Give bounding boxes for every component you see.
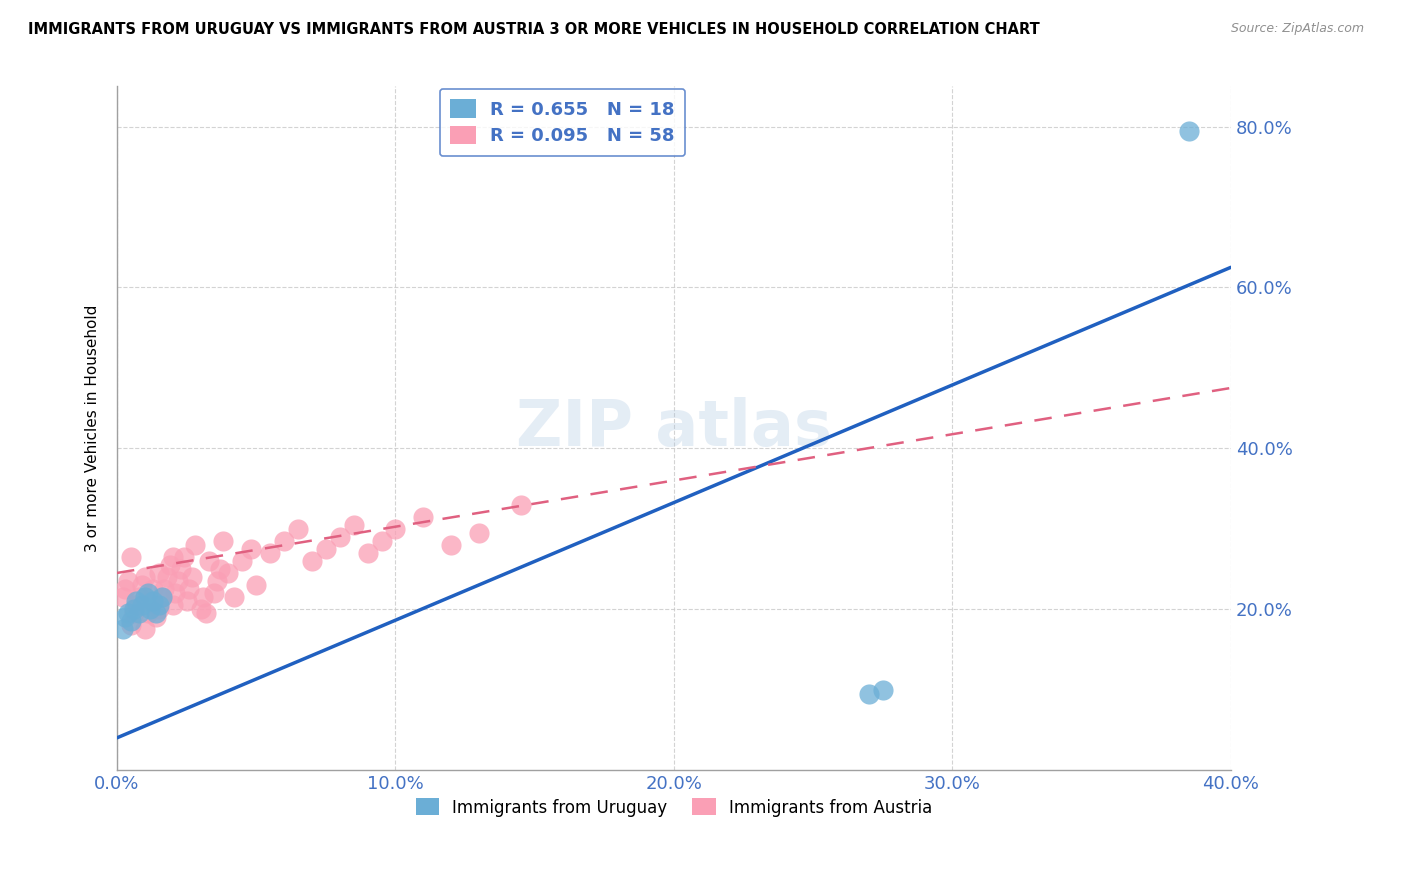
Point [142,582,165,596]
Point [179,582,201,596]
Point [159,558,181,572]
Point [176,594,198,608]
Point [162,549,184,564]
Point [125,594,148,608]
Point [211,533,233,548]
Point [145,606,167,620]
Point [136,606,159,620]
Point [259,546,281,560]
Point [858,687,880,701]
Point [287,522,309,536]
Point [165,586,187,600]
Point [315,541,337,556]
Point [136,586,159,600]
Point [117,574,139,588]
Point [440,538,463,552]
Point [153,582,176,596]
Point [205,574,228,588]
Point [208,562,231,576]
Point [204,586,226,600]
Point [120,614,142,628]
Point [111,590,134,604]
Point [128,606,150,620]
Point [150,590,173,604]
Point [139,602,162,616]
Point [162,598,184,612]
Text: Source: ZipAtlas.com: Source: ZipAtlas.com [1230,22,1364,36]
Legend: Immigrants from Uruguay, Immigrants from Austria: Immigrants from Uruguay, Immigrants from… [409,792,939,823]
Point [273,533,295,548]
Text: ZIP atlas: ZIP atlas [516,397,832,459]
Point [131,598,153,612]
Point [131,578,153,592]
Point [122,606,145,620]
Point [170,562,193,576]
Point [120,618,142,632]
Point [384,522,406,536]
Point [148,598,170,612]
Point [181,570,204,584]
Point [184,538,207,552]
Point [509,498,531,512]
Point [125,598,148,612]
Point [148,566,170,580]
Point [356,546,378,560]
Point [134,622,156,636]
Point [128,590,150,604]
Point [139,594,162,608]
Point [217,566,239,580]
Point [239,541,262,556]
Point [222,590,245,604]
Point [193,590,215,604]
Y-axis label: 3 or more Vehicles in Household: 3 or more Vehicles in Household [86,304,100,552]
Point [150,590,173,604]
Point [412,509,434,524]
Point [343,517,366,532]
Point [122,602,145,616]
Point [120,549,142,564]
Point [198,554,221,568]
Point [1178,123,1201,137]
Point [134,590,156,604]
Point [114,582,136,596]
Point [195,606,218,620]
Text: IMMIGRANTS FROM URUGUAY VS IMMIGRANTS FROM AUSTRIA 3 OR MORE VEHICLES IN HOUSEHO: IMMIGRANTS FROM URUGUAY VS IMMIGRANTS FR… [28,22,1040,37]
Point [142,594,165,608]
Point [872,682,894,697]
Point [167,574,190,588]
Point [134,570,156,584]
Point [156,570,179,584]
Point [145,610,167,624]
Point [370,533,392,548]
Point [173,549,195,564]
Point [111,622,134,636]
Point [117,606,139,620]
Point [329,530,352,544]
Point [245,578,267,592]
Point [148,602,170,616]
Point [231,554,253,568]
Point [301,554,323,568]
Point [114,610,136,624]
Point [190,602,212,616]
Point [468,525,491,540]
